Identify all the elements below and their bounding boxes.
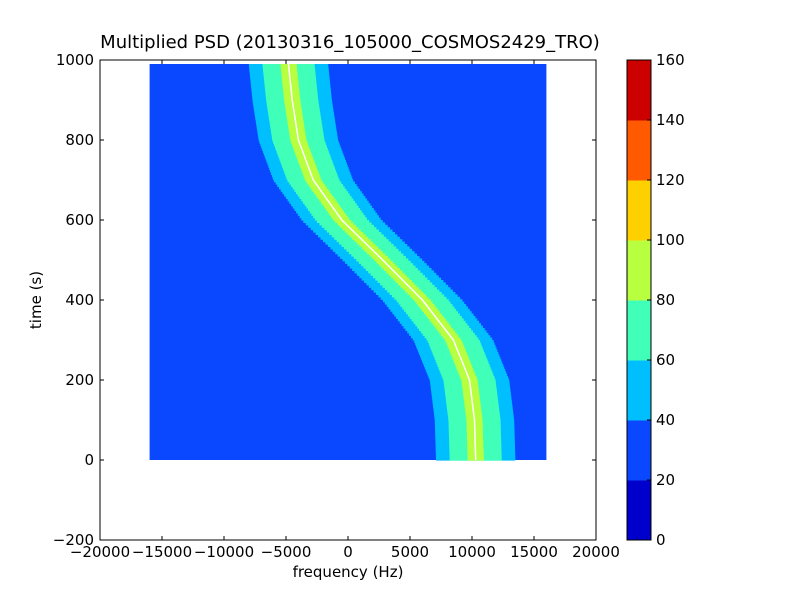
x-tick-label: −15000 [132,543,192,561]
x-tick-label: −5000 [261,543,312,561]
y-tick-label: 400 [65,291,94,309]
trace-ridge-line [287,63,477,460]
x-tick-label: 15000 [510,543,558,561]
colorbar: 0 20 40 60 80 100 120 140 160 [626,51,685,549]
x-tick-label: 20000 [572,543,620,561]
colorbar-tick-label: 60 [656,351,675,369]
colorbar-segment [627,360,651,421]
colorbar-tick-label: 20 [656,471,675,489]
x-tick-label: 0 [343,543,353,561]
colorbar-tick-label: 120 [656,171,685,189]
colorbar-tick-label: 160 [656,51,685,69]
x-axis-ticks: −20000 −15000 −10000 −5000 0 5000 10000 15000 20… [70,60,620,561]
colorbar-segment [627,420,651,481]
colorbar-segment [627,180,651,241]
y-tick-label: −200 [53,531,94,549]
colorbar-tick-label: 100 [656,231,685,249]
colorbar-tick-label: 40 [656,411,675,429]
colorbar-segment [627,240,651,301]
y-tick-label: 0 [84,451,94,469]
colorbar-segment [627,480,651,541]
y-tick-label: 800 [65,131,94,149]
x-tick-label: 10000 [448,543,496,561]
colorbar-segment [627,300,651,361]
x-tick-label: −20000 [70,543,130,561]
plot-frame [99,59,597,541]
plot-area: −20000 −15000 −10000 −5000 0 5000 10000 15000 20… [53,51,620,561]
y-tick-label: 1000 [56,51,94,69]
chart-title: Multiplied PSD (20130316_105000_COSMOS24… [100,32,600,53]
colorbar-tick-label: 0 [656,531,666,549]
y-axis-ticks: −200 0 200 400 600 800 1000 [53,51,596,549]
y-tick-label: 200 [65,371,94,389]
y-tick-label: 600 [65,211,94,229]
colorbar-tick-label: 80 [656,291,675,309]
colorbar-segment [627,60,651,121]
colorbar-segment [627,120,651,181]
x-axis-label: frequency (Hz) [293,563,404,581]
y-axis-label: time (s) [27,271,45,329]
x-tick-label: −10000 [194,543,254,561]
heatmap [149,63,547,461]
colorbar-tick-label: 140 [656,111,685,129]
x-tick-label: 5000 [391,543,429,561]
